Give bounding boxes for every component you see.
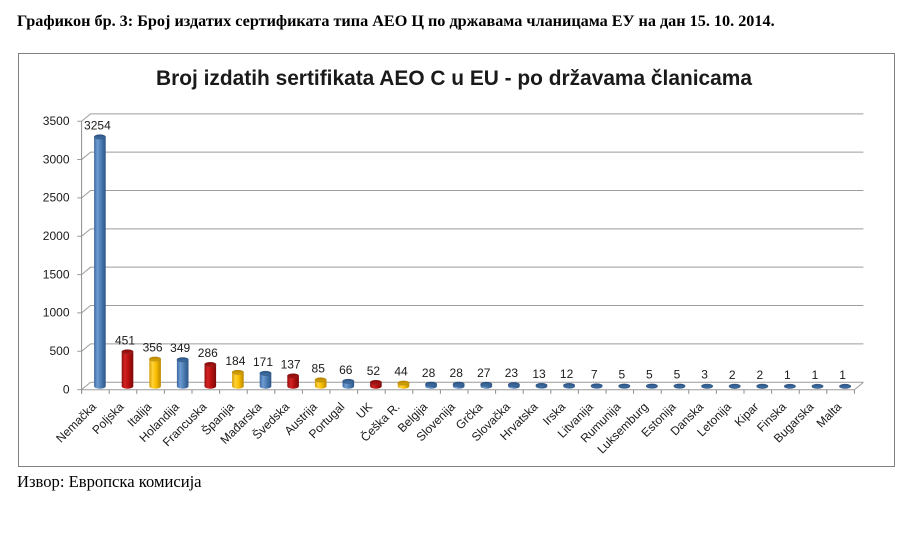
- svg-text:23: 23: [505, 366, 519, 380]
- svg-text:5: 5: [674, 368, 681, 382]
- svg-text:44: 44: [394, 365, 408, 379]
- svg-text:27: 27: [477, 366, 491, 380]
- svg-text:349: 349: [170, 341, 190, 355]
- svg-text:28: 28: [422, 366, 436, 380]
- svg-text:0: 0: [63, 382, 70, 396]
- svg-text:3500: 3500: [43, 114, 70, 128]
- svg-text:7: 7: [591, 367, 598, 381]
- svg-text:1: 1: [839, 368, 846, 382]
- svg-text:171: 171: [253, 355, 273, 369]
- svg-text:5: 5: [646, 368, 653, 382]
- svg-text:1: 1: [812, 368, 819, 382]
- svg-text:3: 3: [701, 368, 708, 382]
- svg-text:5: 5: [618, 368, 625, 382]
- svg-text:85: 85: [312, 361, 326, 375]
- svg-text:356: 356: [143, 341, 163, 355]
- svg-text:1000: 1000: [43, 306, 70, 320]
- svg-text:184: 184: [225, 354, 245, 368]
- svg-text:3000: 3000: [43, 152, 70, 166]
- svg-text:2000: 2000: [43, 229, 70, 243]
- svg-text:137: 137: [281, 357, 301, 371]
- svg-text:451: 451: [115, 333, 135, 347]
- svg-text:2500: 2500: [43, 191, 70, 205]
- svg-text:2: 2: [756, 368, 763, 382]
- svg-text:12: 12: [560, 367, 574, 381]
- svg-text:66: 66: [339, 363, 353, 377]
- svg-text:500: 500: [49, 344, 69, 358]
- svg-text:2: 2: [729, 368, 736, 382]
- svg-text:286: 286: [198, 346, 218, 360]
- svg-text:13: 13: [532, 367, 546, 381]
- svg-text:28: 28: [450, 366, 464, 380]
- svg-text:52: 52: [367, 364, 381, 378]
- svg-text:1: 1: [784, 368, 791, 382]
- svg-text:Broj izdatih sertifikata AEO C: Broj izdatih sertifikata AEO C u EU - po…: [156, 67, 752, 90]
- svg-text:3254: 3254: [84, 118, 111, 132]
- svg-text:1500: 1500: [43, 267, 70, 281]
